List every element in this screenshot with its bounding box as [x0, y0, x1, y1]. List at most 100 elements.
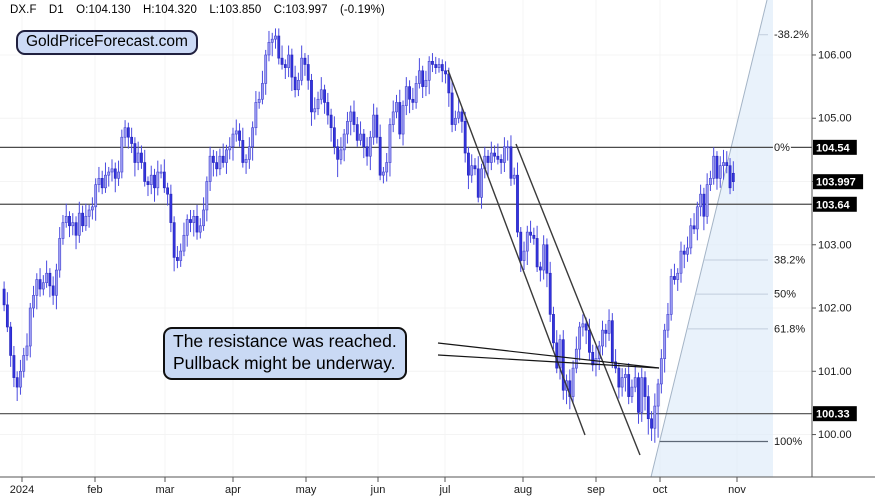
- candle-body: [731, 172, 735, 182]
- annotation-line-2: Pullback might be underway.: [173, 353, 396, 374]
- candle-body: [666, 314, 670, 331]
- candle-body: [208, 155, 212, 182]
- candle-body: [22, 355, 26, 372]
- candle-body: [215, 162, 219, 170]
- candle-body: [274, 35, 277, 40]
- low-value: L:103.850: [209, 4, 262, 16]
- candle-body: [172, 222, 176, 258]
- candle-body: [372, 114, 376, 138]
- x-axis-label: 2024: [10, 484, 34, 496]
- candle-body: [496, 155, 500, 160]
- fib-level-label: 100%: [774, 436, 802, 448]
- candle-body: [457, 111, 461, 119]
- candle-body: [176, 257, 179, 261]
- candle-body: [225, 149, 228, 163]
- candle-body: [463, 121, 467, 154]
- candle-body: [506, 146, 510, 149]
- candle-body: [195, 215, 199, 233]
- candle-body: [84, 215, 88, 227]
- candle-body: [601, 329, 604, 347]
- candle-body: [545, 244, 549, 274]
- price-level-badge: 104.54: [816, 142, 851, 154]
- candle-body: [71, 222, 75, 227]
- candle-body: [450, 92, 454, 125]
- candle-body: [146, 181, 150, 185]
- candle-body: [705, 184, 709, 217]
- candle-body: [610, 320, 614, 363]
- candle-body: [617, 367, 621, 388]
- candle-body: [12, 355, 16, 378]
- candle-body: [45, 272, 49, 284]
- candle-body: [169, 193, 173, 223]
- candle-body: [633, 377, 637, 388]
- candle-body: [296, 79, 300, 91]
- candle-body: [238, 130, 241, 141]
- candle-body: [493, 152, 497, 157]
- candle-body: [476, 168, 480, 198]
- candle-body: [28, 307, 32, 347]
- candle-body: [342, 133, 346, 151]
- shade-edge-line: [650, 0, 768, 478]
- symbol-label: DX.F: [10, 4, 37, 16]
- last-price-badge-bg: [813, 174, 864, 190]
- price-level-badge-bg: [813, 406, 857, 422]
- candle-body: [189, 219, 192, 223]
- candle-body: [663, 329, 667, 359]
- candle-body: [375, 114, 379, 138]
- candle-body: [211, 155, 215, 163]
- candle-body: [414, 83, 418, 103]
- candle-body: [489, 152, 493, 163]
- candle-body: [205, 181, 209, 211]
- candle-body: [453, 117, 457, 125]
- x-axis-label: aug: [514, 484, 532, 496]
- candle-body: [64, 215, 68, 223]
- candle-body: [126, 127, 130, 138]
- candle-body: [140, 152, 143, 163]
- candle-body: [424, 79, 428, 87]
- candle-body: [218, 155, 222, 170]
- candle-body: [355, 124, 359, 141]
- candle-body: [437, 64, 441, 68]
- x-axis-label: oct: [653, 484, 668, 496]
- candle-body: [417, 70, 421, 84]
- fib-level-label: 38.2%: [774, 254, 805, 266]
- candle-body: [133, 143, 137, 163]
- y-axis-label: 102.00: [818, 303, 852, 315]
- change-value: (-0.19%): [339, 4, 385, 16]
- candle-body: [467, 152, 470, 176]
- candle-body: [68, 215, 71, 227]
- candle-body: [529, 231, 532, 236]
- candle-body: [306, 64, 310, 81]
- candle-body: [643, 377, 647, 397]
- candle-body: [699, 193, 703, 208]
- candle-body: [637, 377, 640, 413]
- candle-body: [192, 215, 196, 223]
- candle-body: [346, 121, 349, 135]
- candle-body: [251, 127, 255, 148]
- candle-body: [709, 178, 712, 185]
- candle-body: [395, 102, 398, 113]
- candle-body: [659, 358, 663, 385]
- candle-body: [280, 57, 284, 65]
- candle-body: [359, 133, 362, 141]
- x-axis-label: jul: [438, 484, 450, 496]
- y-axis-label: 106.00: [818, 49, 852, 61]
- candle-body: [182, 234, 186, 252]
- candle-body: [408, 86, 411, 100]
- candle-body: [444, 70, 447, 75]
- candle-body: [261, 83, 264, 100]
- candle-body: [90, 206, 94, 211]
- candle-body: [77, 212, 81, 236]
- candle-body: [434, 64, 438, 68]
- y-axis-label: 103.00: [818, 239, 852, 251]
- candle-body: [55, 269, 58, 296]
- candle-body: [542, 244, 546, 271]
- candle-body: [725, 162, 729, 166]
- candle-body: [555, 342, 559, 369]
- x-axis-label: apr: [225, 484, 241, 496]
- candle-body: [368, 136, 372, 157]
- candle-body: [391, 111, 395, 125]
- open-value: O:104.130: [76, 4, 131, 16]
- candle-body: [198, 225, 202, 233]
